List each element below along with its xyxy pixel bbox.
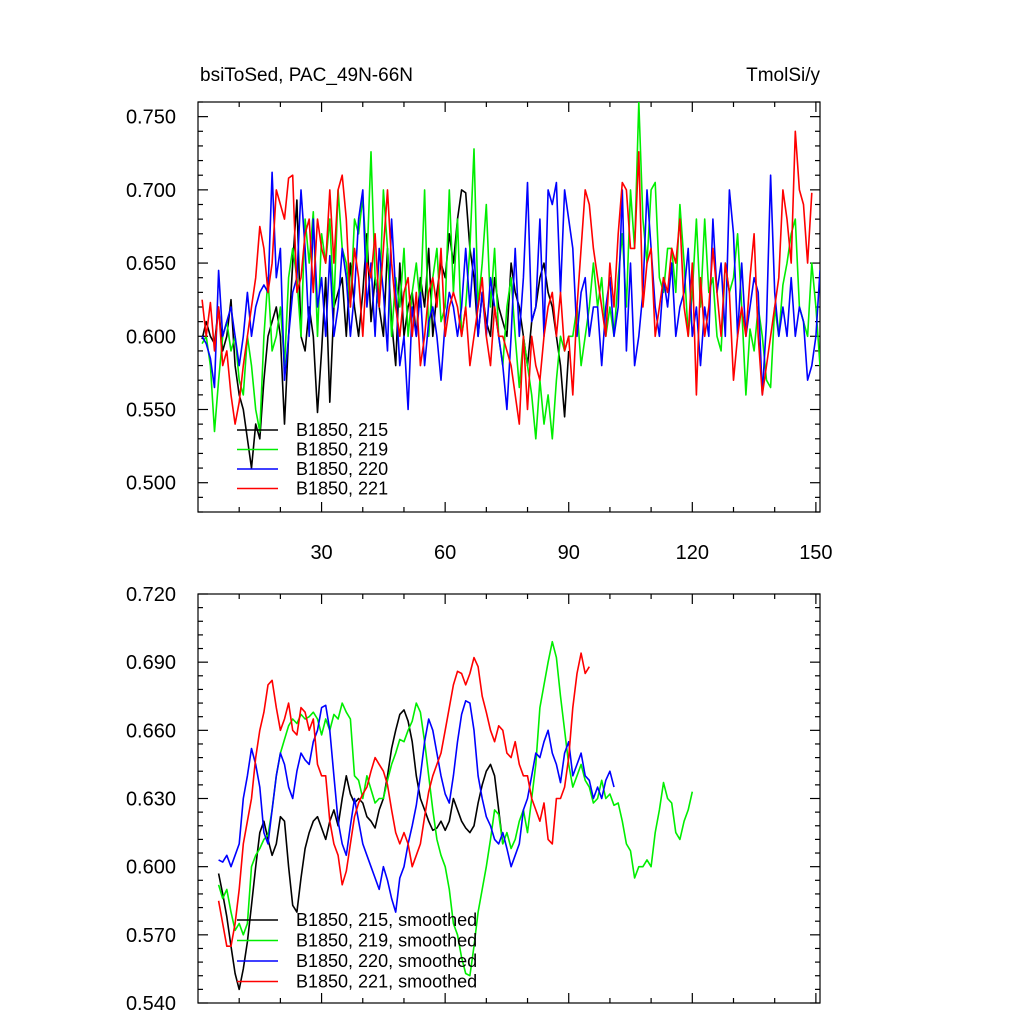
bottom-panel: 0.540 0.570 0.600 0.630 0.660 0.690 0.720 B1850… xyxy=(126,584,821,1015)
series-line-b1850-220 xyxy=(201,171,820,411)
x-tick-label: 30 xyxy=(310,542,332,564)
y-tick-label: 0.650 xyxy=(126,253,176,275)
chart-title: bsiToSed, PAC_49N-66N xyxy=(200,65,413,86)
series-group xyxy=(201,102,820,469)
legend-label: B1850, 221, smoothed xyxy=(296,972,477,992)
y-tick-label: 0.540 xyxy=(126,993,176,1015)
y-tick-label: 0.700 xyxy=(126,180,176,202)
x-tick-label: 150 xyxy=(799,542,832,564)
y-tick-label: 0.630 xyxy=(126,789,176,811)
series-line-b1850-219 xyxy=(201,102,820,440)
x-tick-label: 90 xyxy=(558,542,580,564)
plot-frame xyxy=(197,593,821,1004)
series-line-b1850-215 xyxy=(201,189,570,469)
y-tick-label: 0.570 xyxy=(126,925,176,947)
series-group xyxy=(217,640,694,991)
y-tick-label: 0.750 xyxy=(126,107,176,129)
series-line-b1850-221-smoothed xyxy=(217,652,590,948)
y-tick-label: 0.500 xyxy=(126,473,176,495)
y-tick-label: 0.600 xyxy=(126,857,176,879)
legend-label: B1850, 219, smoothed xyxy=(296,931,477,951)
legend-label: B1850, 219 xyxy=(296,440,388,460)
series-line-b1850-219-smoothed xyxy=(217,640,694,977)
legend-label: B1850, 220 xyxy=(296,459,388,479)
x-tick-label: 120 xyxy=(676,542,709,564)
y-tick-label: 0.550 xyxy=(126,400,176,422)
legend-label: B1850, 215 xyxy=(296,420,388,440)
legend-label: B1850, 215, smoothed xyxy=(296,910,477,930)
series-line-b1850-221 xyxy=(201,130,813,425)
legend-label: B1850, 220, smoothed xyxy=(296,951,477,971)
top-panel: 0.500 0.550 0.600 0.650 0.700 0.750 30 60 90 120 1… xyxy=(126,65,833,564)
y-tick-label: 0.690 xyxy=(126,652,176,674)
series-line-b1850-220-smoothed xyxy=(218,699,615,913)
chart-units: TmolSi/y xyxy=(746,65,820,86)
y-tick-label: 0.660 xyxy=(126,720,176,742)
y-tick-label: 0.720 xyxy=(126,584,176,606)
y-tick-label: 0.600 xyxy=(126,326,176,348)
series-line-b1850-215-smoothed xyxy=(217,709,504,991)
x-tick-label: 60 xyxy=(434,542,456,564)
legend-label: B1850, 221 xyxy=(296,479,388,499)
